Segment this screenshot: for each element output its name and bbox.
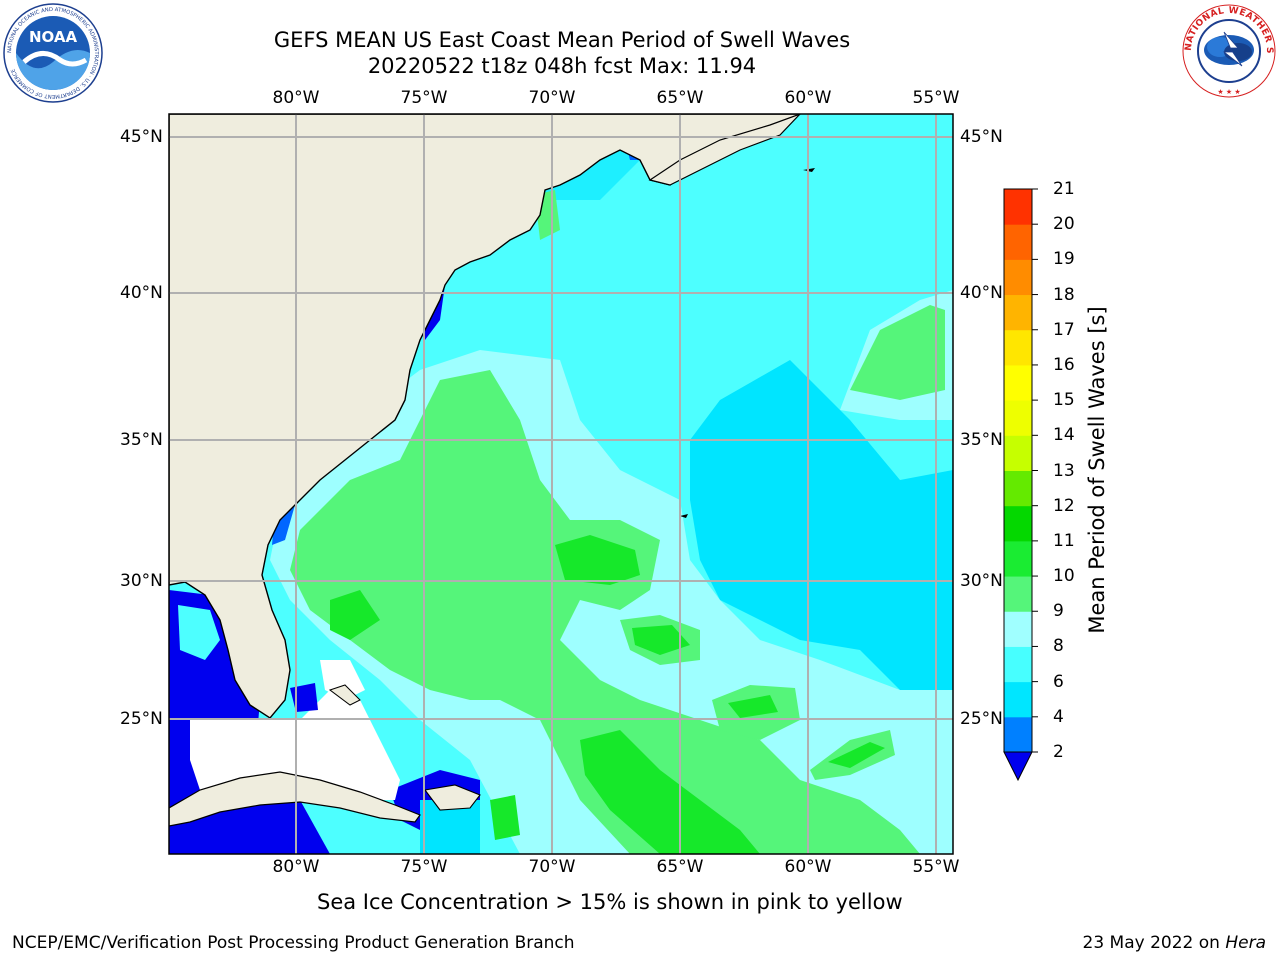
noaa-logo: NOAA NATIONAL OCEANIC AND ATMOSPHERIC AD… <box>2 2 104 104</box>
colorbar-segment <box>1004 646 1032 683</box>
svg-text:NOAA: NOAA <box>29 28 78 46</box>
colorbar-segment <box>1004 435 1032 471</box>
colorbar-under-arrow <box>1003 751 1033 782</box>
colorbar-segment <box>1004 259 1032 296</box>
colorbar-tick-label: 6 <box>1053 671 1064 692</box>
ocean-layer-9-10s <box>290 370 920 854</box>
credit-date: 23 May 2022 on Hera <box>1083 933 1267 953</box>
latitude-label-left: 35°N <box>120 430 163 450</box>
longitude-label-bottom: 80°W <box>272 857 320 877</box>
colorbar-segment <box>1004 576 1032 612</box>
ocean-layer-10-11s-a <box>555 535 640 585</box>
colorbar-tick-label: 19 <box>1053 249 1075 270</box>
nova-scotia-land <box>648 114 801 186</box>
sea-ice-note: Sea Ice Concentration > 15% is shown in … <box>317 890 903 914</box>
colorbar-tick-label: 14 <box>1053 425 1075 446</box>
ocean-layer-10-11s-e <box>828 742 885 768</box>
latitude-label-right: 40°N <box>960 283 1003 303</box>
bermuda <box>680 514 688 518</box>
colorbar-segment <box>1004 189 1032 225</box>
longitude-label-bottom: 70°W <box>528 857 576 877</box>
colorbar-segment <box>1004 716 1032 753</box>
colorbar-tick-label: 4 <box>1053 706 1064 727</box>
credit-date-text: 23 May 2022 on <box>1082 933 1226 953</box>
colorbar-segment <box>1004 505 1032 542</box>
ocean-layer-4-6s-east <box>690 360 953 690</box>
swell-period-field <box>169 114 953 854</box>
longitude-label-top: 70°W <box>528 88 576 108</box>
cuba-land <box>169 771 421 827</box>
caribbean-cyan-patch <box>420 800 480 854</box>
colorbar-tick-label: 12 <box>1053 495 1075 516</box>
ocean-layer-10-11s-b <box>580 730 760 854</box>
colorbar-tick-label: 9 <box>1053 601 1064 622</box>
longitude-label-top: 65°W <box>656 88 704 108</box>
chart-title: GEFS MEAN US East Coast Mean Period of S… <box>273 28 851 52</box>
latitude-label-right: 30°N <box>960 571 1003 591</box>
colorbar-segment <box>1004 611 1032 647</box>
latitude-label-left: 45°N <box>120 127 163 147</box>
chart-subtitle: 20220522 t18z 048h fcst Max: 11.94 <box>367 54 757 78</box>
colorbar-segment <box>1004 224 1032 260</box>
gulf-cyan-patch <box>178 605 220 660</box>
svg-text:★ ★ ★: ★ ★ ★ <box>1217 88 1240 96</box>
credit-host: Hera <box>1225 933 1266 953</box>
latitude-label-right: 25°N <box>960 709 1003 729</box>
ocean-layer-9-10s-ne <box>850 305 945 400</box>
caribbean-green-patch <box>490 795 520 840</box>
colorbar-segment <box>1004 329 1032 366</box>
longitude-label-top: 55°W <box>912 88 960 108</box>
colorbar-title: Mean Period of Swell Waves [s] <box>1085 306 1109 634</box>
colorbar-segment <box>1004 400 1032 436</box>
colorbar-tick-label: 15 <box>1053 390 1075 411</box>
colorbar-tick-label: 11 <box>1053 530 1075 551</box>
latitude-label-left: 25°N <box>120 709 163 729</box>
ocean-layer-10-11s-d <box>728 695 778 718</box>
latitude-label-right: 35°N <box>960 430 1003 450</box>
colorbar-segment <box>1004 681 1032 718</box>
colorbar-tick-label: 13 <box>1053 460 1075 481</box>
longitude-label-bottom: 65°W <box>656 857 704 877</box>
colorbar-tick-label: 17 <box>1053 319 1075 340</box>
longitude-label-bottom: 55°W <box>912 857 960 877</box>
colorbar-tick-label: 20 <box>1053 214 1075 235</box>
credit-branch: NCEP/EMC/Verification Post Processing Pr… <box>12 933 575 953</box>
us-east-coast-land <box>169 114 802 719</box>
colorbar-segment <box>1004 540 1032 577</box>
colorbar-tick-label: 2 <box>1053 742 1064 762</box>
nws-logo: NATIONAL WEATHER SERVICE ★ ★ ★ <box>1176 0 1278 100</box>
longitude-label-top: 80°W <box>272 88 320 108</box>
colorbar-tick-label: 18 <box>1053 284 1075 305</box>
ocean-layer-10-11s-c <box>330 590 380 640</box>
longitude-label-bottom: 60°W <box>784 857 832 877</box>
bahamas-island <box>328 684 361 706</box>
longitude-label-top: 75°W <box>400 88 448 108</box>
map-frame <box>168 113 954 855</box>
colorbar <box>1003 188 1038 782</box>
colorbar-segment <box>1004 470 1032 507</box>
hispaniola-land <box>424 784 481 811</box>
graticule <box>169 114 953 854</box>
latitude-label-left: 40°N <box>120 283 163 303</box>
latitude-label-right: 45°N <box>960 127 1003 147</box>
latitude-label-left: 30°N <box>120 571 163 591</box>
ocean-layer-10-11s-f <box>632 625 690 655</box>
colorbar-tick-label: 16 <box>1053 354 1075 375</box>
colorbar-tick-label: 10 <box>1053 566 1075 587</box>
colorbar-tick-label: 8 <box>1053 636 1064 657</box>
longitude-label-top: 60°W <box>784 88 832 108</box>
colorbar-segment <box>1004 294 1032 331</box>
colorbar-tick-label: 21 <box>1053 179 1075 199</box>
longitude-label-bottom: 75°W <box>400 857 448 877</box>
colorbar-segment <box>1004 364 1032 401</box>
